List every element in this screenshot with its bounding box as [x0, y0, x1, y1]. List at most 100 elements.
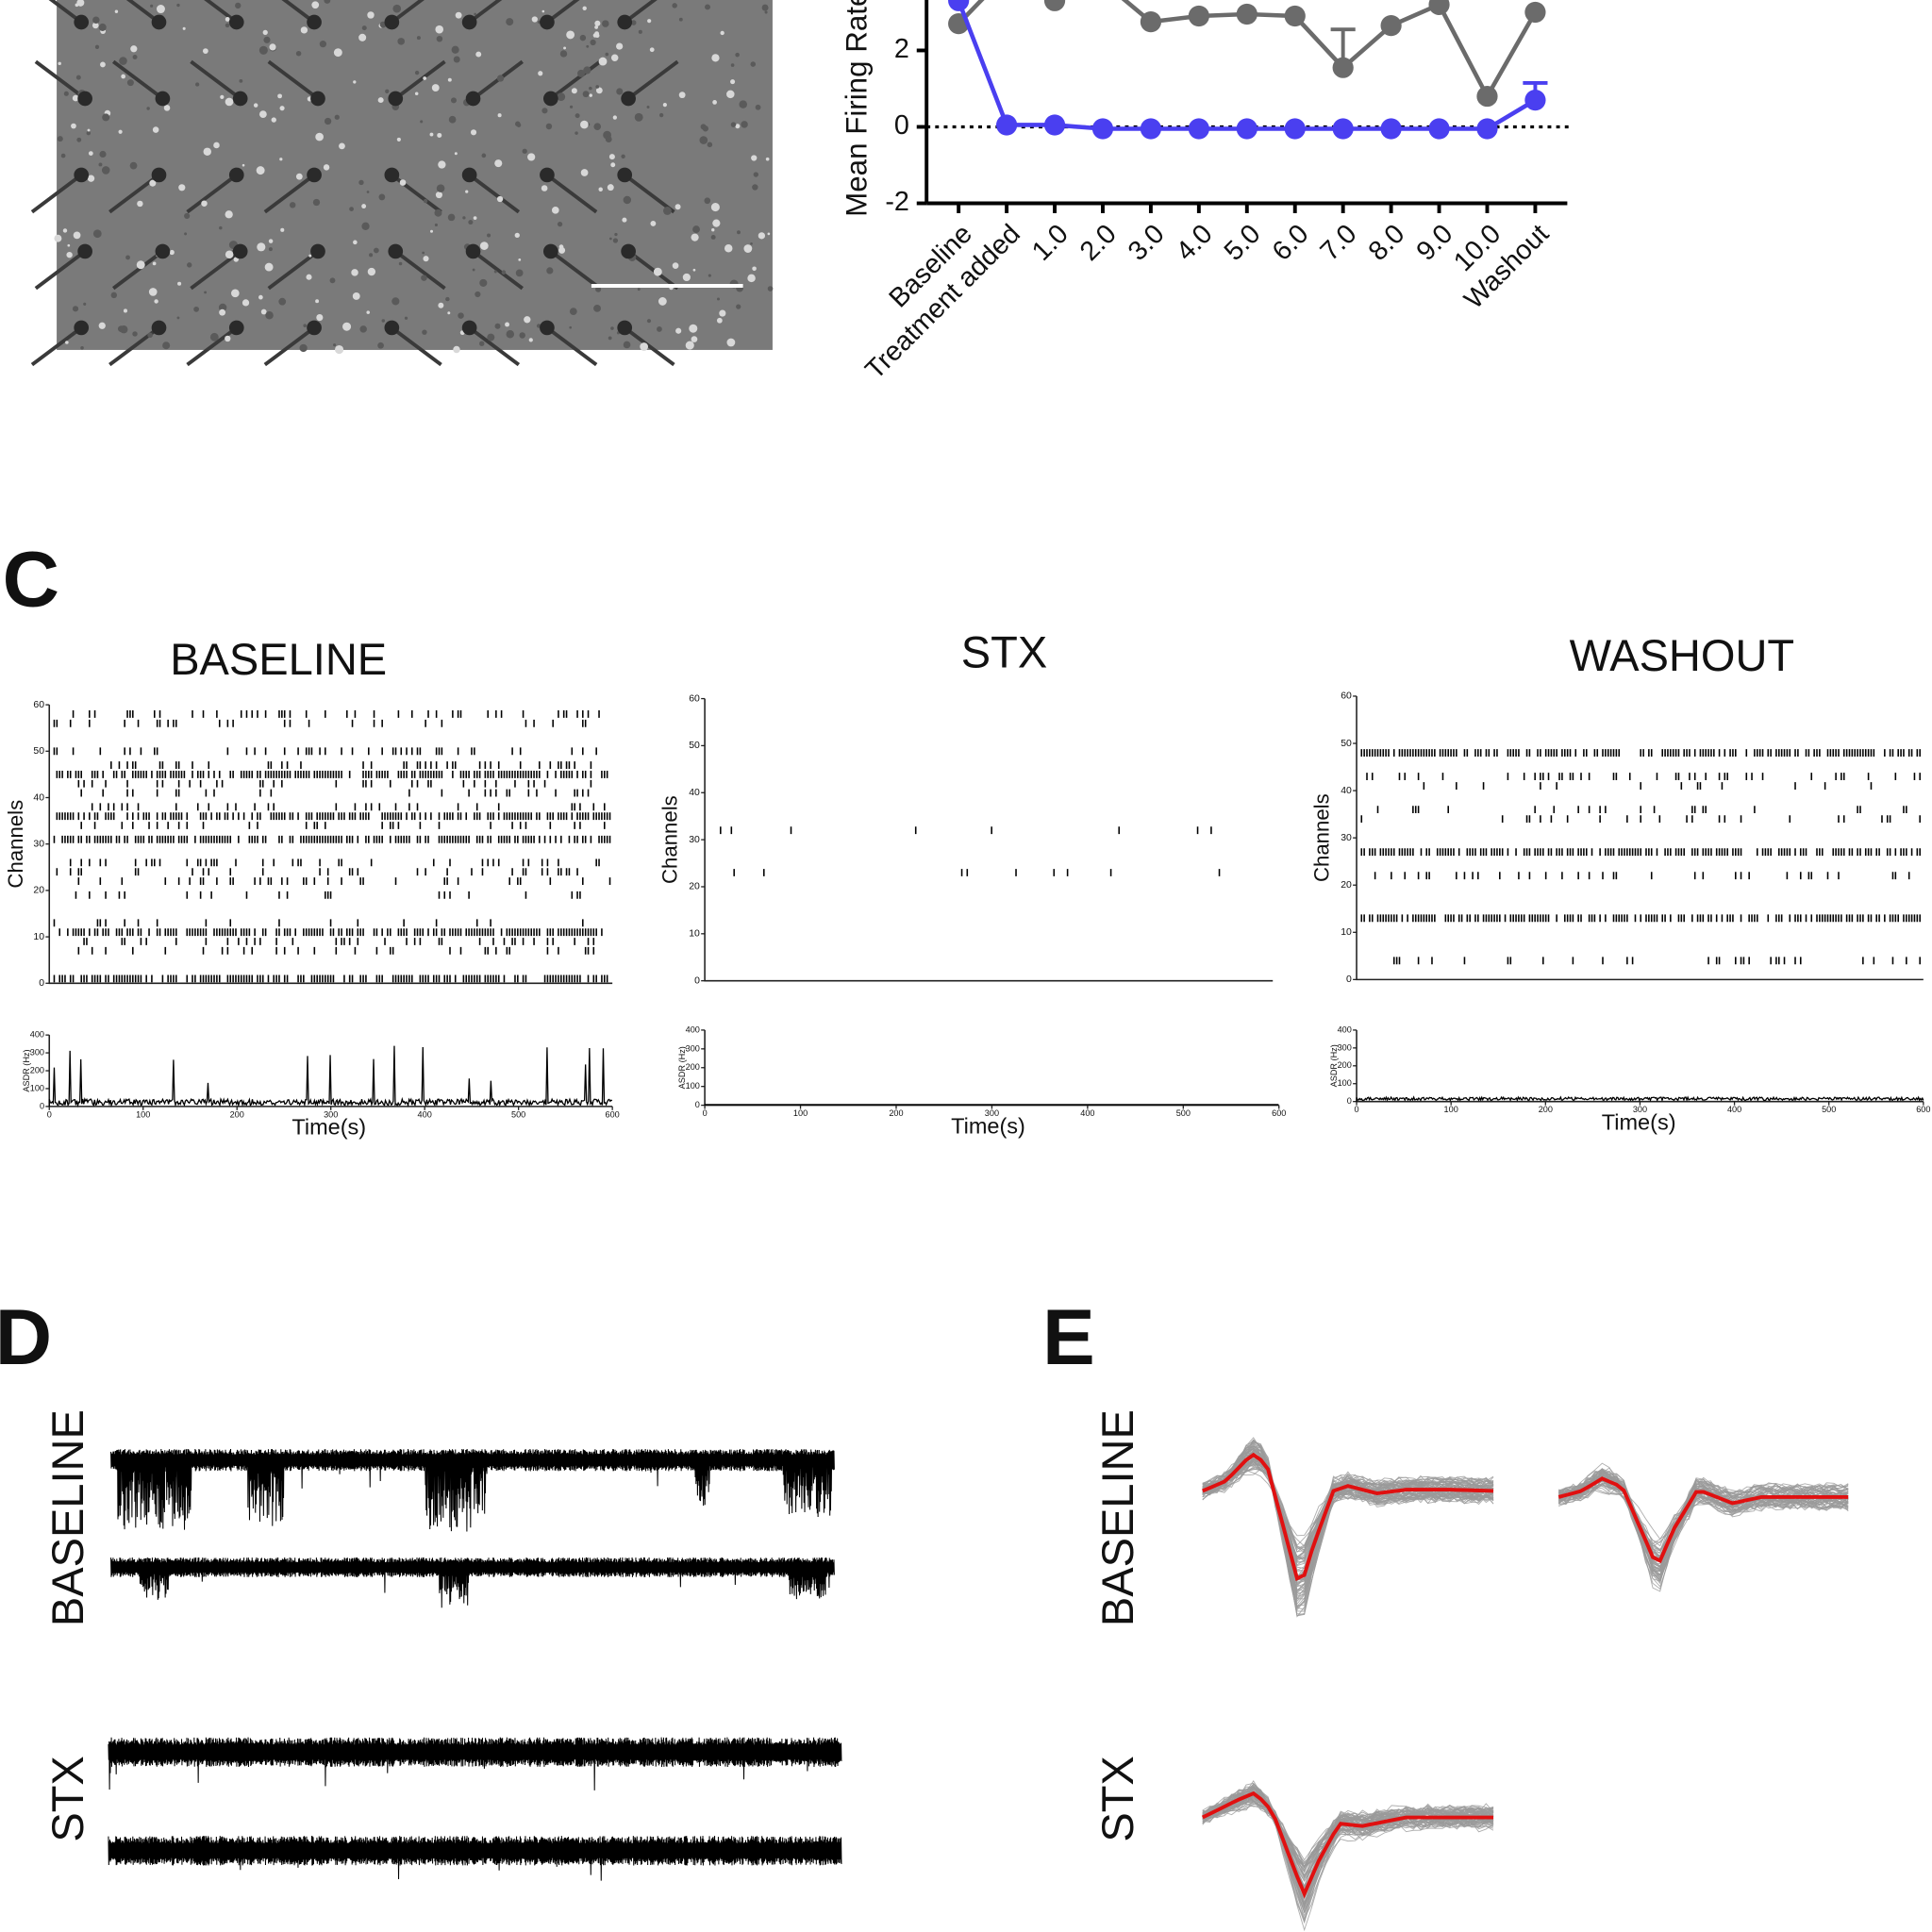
image-background	[57, 0, 773, 350]
cell	[176, 316, 180, 320]
cell	[747, 274, 756, 283]
cell	[649, 47, 655, 53]
cell	[184, 232, 188, 236]
cell	[367, 11, 375, 19]
cell	[657, 326, 662, 332]
cell	[672, 262, 679, 269]
cell	[203, 147, 211, 157]
raster-plot: STX Channels 0 10 20 30 40 50 60	[658, 626, 1274, 986]
cell	[202, 48, 208, 54]
cell	[735, 52, 740, 58]
y-tick-label: 0	[694, 975, 700, 986]
x-tick-label: 2.0	[1074, 219, 1123, 267]
cell	[334, 114, 340, 120]
cell	[92, 22, 99, 29]
cell	[724, 243, 733, 253]
cell	[470, 129, 477, 136]
x-axis-label: Time(s)	[1602, 1109, 1676, 1134]
axes	[704, 698, 1274, 982]
electrode	[461, 167, 477, 183]
cell	[422, 329, 427, 335]
y-tick-label: 50	[689, 741, 700, 751]
cell	[569, 105, 574, 108]
axes	[1356, 695, 1924, 981]
rate-plot: 0 100 200 300 400 0 100 200 300 400 500 600 ASDR (Hz…	[1329, 1024, 1931, 1134]
cell	[315, 299, 320, 304]
cell	[62, 228, 68, 233]
cell	[589, 93, 592, 97]
electrode	[307, 167, 322, 183]
cell	[767, 232, 771, 236]
electrode	[621, 91, 636, 107]
cell	[101, 166, 110, 175]
cell	[497, 113, 502, 118]
cell	[646, 319, 652, 324]
cell	[605, 52, 609, 57]
cell	[162, 341, 171, 350]
cell	[98, 322, 106, 329]
cell	[421, 275, 427, 281]
rate-trace	[1356, 1095, 1924, 1103]
point	[1476, 118, 1498, 140]
electrode	[228, 320, 244, 336]
cell	[739, 100, 747, 108]
point	[1428, 0, 1450, 15]
cell	[605, 136, 612, 143]
cell	[420, 120, 424, 124]
microscopy-image	[30, 0, 774, 367]
cell	[563, 46, 567, 50]
cell	[546, 267, 554, 275]
cell	[102, 113, 110, 122]
cell	[761, 4, 769, 11]
x-tick-label: 200	[230, 1109, 244, 1119]
voltage-trace	[110, 1449, 835, 1532]
cell	[76, 137, 82, 142]
spike-train	[53, 719, 587, 727]
cell	[765, 157, 770, 161]
cell	[268, 239, 274, 243]
cell	[616, 88, 624, 95]
cell	[367, 267, 376, 276]
cell	[92, 229, 102, 239]
spike-train	[56, 770, 608, 778]
cell	[730, 122, 737, 127]
cell	[595, 286, 602, 292]
cell	[710, 203, 720, 212]
cell	[263, 36, 271, 43]
y-tick-label: 0	[1347, 1096, 1352, 1106]
cell	[385, 89, 390, 93]
cell	[720, 30, 724, 36]
cell	[598, 187, 603, 192]
cell	[435, 25, 444, 34]
cell	[83, 302, 87, 306]
cell	[454, 152, 458, 156]
cell	[87, 175, 95, 182]
plot-title: WASHOUT	[1570, 630, 1795, 680]
cell	[685, 341, 694, 350]
cell	[752, 184, 758, 191]
cell	[72, 306, 79, 312]
spike-train	[80, 822, 606, 829]
cell	[607, 184, 614, 192]
cell	[373, 247, 379, 254]
y-tick-label: 400	[30, 1030, 44, 1040]
cell	[195, 82, 200, 87]
point	[1236, 118, 1257, 140]
cell	[711, 228, 715, 232]
waveform	[1202, 1455, 1494, 1576]
electrode	[232, 91, 248, 107]
electrode	[617, 14, 633, 30]
cell	[448, 115, 457, 124]
electrode	[465, 243, 481, 259]
cell	[126, 79, 134, 87]
cell	[675, 204, 681, 210]
y-tick-label: 10	[689, 929, 700, 940]
y-axis-label: ASDR (Hz)	[22, 1049, 31, 1091]
y-tick-label: 40	[689, 788, 700, 798]
rate-trace	[48, 1045, 613, 1108]
cell	[184, 212, 191, 219]
cell	[479, 341, 485, 346]
cell	[369, 253, 374, 258]
cell	[465, 190, 469, 193]
spike-train	[56, 868, 578, 876]
